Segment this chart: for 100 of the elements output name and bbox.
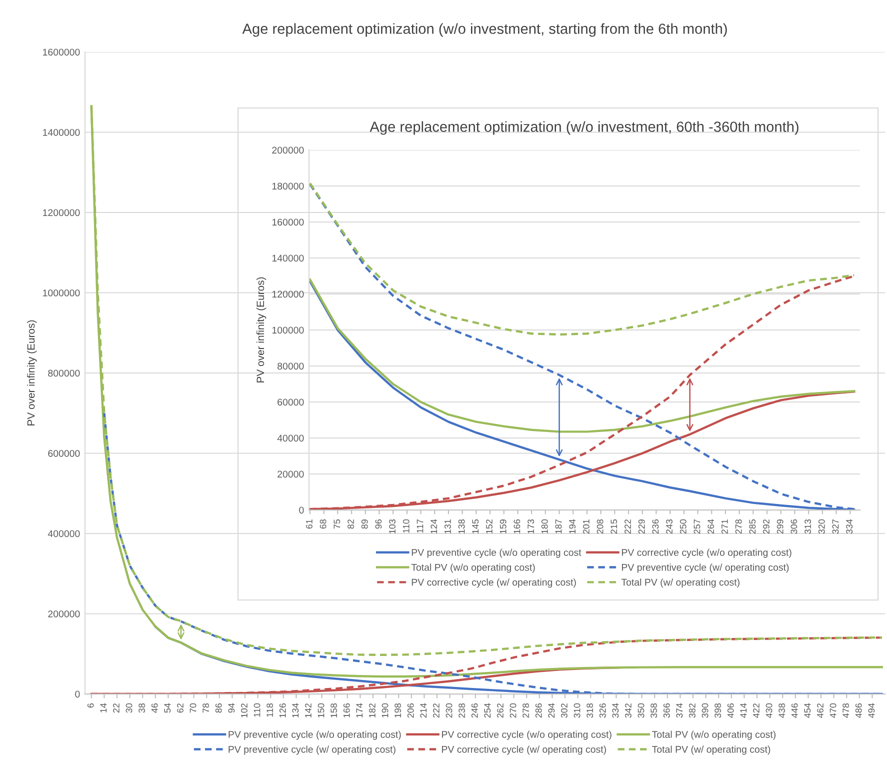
x-tick-label: 271 (721, 519, 728, 534)
y-tick-label: 40000 (277, 434, 304, 442)
x-tick-label: 166 (343, 703, 350, 718)
x-tick-label: 310 (574, 703, 580, 718)
x-tick-label: 270 (510, 703, 516, 718)
x-tick-label: 103 (389, 519, 396, 534)
x-tick-label: 201 (583, 519, 590, 534)
y-tick-label: 1200000 (43, 209, 80, 216)
x-tick-label: 142 (305, 703, 312, 718)
x-tick-label: 422 (753, 703, 760, 718)
x-tick-label: 318 (586, 703, 594, 718)
x-tick-label: 414 (740, 703, 747, 718)
x-tick-label: 206 (407, 703, 414, 718)
x-tick-label: 494 (868, 703, 875, 718)
x-tick-label: 486 (855, 703, 862, 718)
legend-label: Total PV (w/ operating cost) (621, 578, 740, 588)
y-tick-label: 120000 (272, 290, 304, 298)
x-tick-label: 299 (776, 519, 784, 534)
x-tick-label: 470 (830, 703, 836, 718)
x-tick-label: 320 (818, 519, 825, 534)
x-tick-label: 243 (666, 519, 672, 534)
legend-label: PV corrective cycle (w/ operating cost) (412, 578, 576, 588)
y-tick-label: 600000 (48, 450, 80, 457)
legend-label: PV preventive cycle (w/ operating cost) (228, 746, 396, 755)
x-tick-label: 22 (113, 703, 120, 713)
x-tick-label: 254 (484, 703, 491, 718)
x-tick-label: 180 (541, 519, 548, 534)
x-tick-label: 406 (727, 703, 734, 718)
x-tick-label: 286 (535, 703, 542, 718)
x-tick-label: 236 (652, 519, 659, 534)
x-tick-label: 89 (361, 519, 368, 529)
x-tick-label: 61 (306, 519, 312, 529)
x-tick-label: 158 (330, 703, 338, 718)
x-tick-label: 62 (177, 703, 184, 713)
y-tick-label: 0 (299, 506, 304, 514)
x-tick-label: 257 (694, 519, 700, 534)
x-tick-label: 215 (610, 519, 618, 534)
x-tick-label: 110 (254, 703, 260, 717)
x-tick-label: 75 (334, 519, 340, 529)
legend-label: PV corrective cycle (w/ operating cost) (442, 746, 606, 755)
x-tick-label: 313 (804, 519, 811, 534)
line-series (309, 278, 856, 433)
x-tick-label: 102 (241, 703, 248, 718)
x-tick-label: 182 (369, 703, 376, 718)
x-tick-label: 306 (790, 519, 798, 534)
x-tick-label: 124 (430, 519, 437, 534)
y-tick-label: 80000 (278, 362, 304, 370)
legend-label: PV preventive cycle (w/o operating cost) (228, 730, 401, 740)
y-tick-label: 180000 (272, 182, 304, 190)
x-tick-label: 326 (599, 703, 606, 718)
x-tick-label: 285 (749, 519, 756, 534)
y-tick-label: 0 (75, 690, 80, 698)
y-tick-label: 800000 (48, 370, 80, 377)
x-tick-label: 430 (766, 703, 772, 718)
x-tick-label: 131 (444, 519, 451, 534)
legend-label: Total PV (w/ operating cost) (652, 746, 770, 755)
x-tick-label: 398 (714, 703, 722, 718)
x-tick-label: 454 (804, 703, 811, 718)
x-tick-label: 208 (596, 519, 604, 534)
y-tick-label: 1000000 (43, 289, 80, 296)
chart-title: Age replacement optimization (w/o investment, starting from the 6th month) (242, 23, 727, 37)
line-series (309, 182, 856, 336)
x-tick-label: 6 (87, 703, 94, 708)
x-tick-label: 78 (202, 703, 210, 713)
legend-label: PV preventive cycle (w/ operating cost) (622, 564, 789, 573)
x-tick-label: 82 (348, 519, 354, 529)
x-tick-label: 302 (561, 703, 568, 718)
legend-label: PV preventive cycle (w/o operating cost (412, 548, 582, 558)
legend-label: Total PV (w/o operating cost) (411, 564, 535, 573)
x-tick-label: 138 (458, 519, 465, 534)
x-tick-label: 86 (215, 703, 222, 713)
y-tick-label: 1600000 (43, 48, 80, 56)
y-tick-label: 200000 (272, 146, 304, 154)
y-tick-label: 60000 (278, 398, 304, 406)
legend-label: PV corrective cycle (w/o operating cost) (622, 548, 792, 558)
x-tick-label: 342 (625, 703, 632, 718)
x-tick-label: 214 (420, 703, 427, 718)
x-tick-label: 390 (702, 703, 708, 718)
x-tick-label: 198 (394, 703, 402, 718)
x-tick-label: 134 (292, 703, 299, 718)
legend-label: PV corrective cycle (w/o operating cost) (442, 730, 612, 740)
y-tick-label: 20000 (278, 470, 304, 478)
x-tick-label: 446 (791, 703, 798, 718)
x-tick-label: 478 (842, 703, 850, 718)
x-tick-label: 110 (402, 519, 410, 533)
x-tick-label: 230 (446, 703, 452, 718)
x-tick-label: 94 (228, 703, 235, 713)
y-axis-title: PV over infinity (Euros) (256, 277, 266, 382)
x-tick-label: 150 (318, 703, 324, 718)
x-tick-label: 438 (778, 703, 786, 718)
y-tick-label: 100000 (272, 326, 304, 334)
x-tick-label: 118 (266, 703, 274, 717)
x-tick-label: 190 (382, 703, 388, 718)
y-tick-label: 200000 (48, 610, 80, 618)
x-tick-label: 30 (126, 703, 132, 713)
x-tick-label: 68 (320, 519, 326, 529)
x-tick-label: 117 (416, 519, 424, 533)
x-tick-label: 70 (190, 703, 196, 713)
x-tick-label: 292 (763, 519, 770, 534)
chart-title: Age replacement optimization (w/o investment, 60th -360th month) (370, 121, 798, 135)
